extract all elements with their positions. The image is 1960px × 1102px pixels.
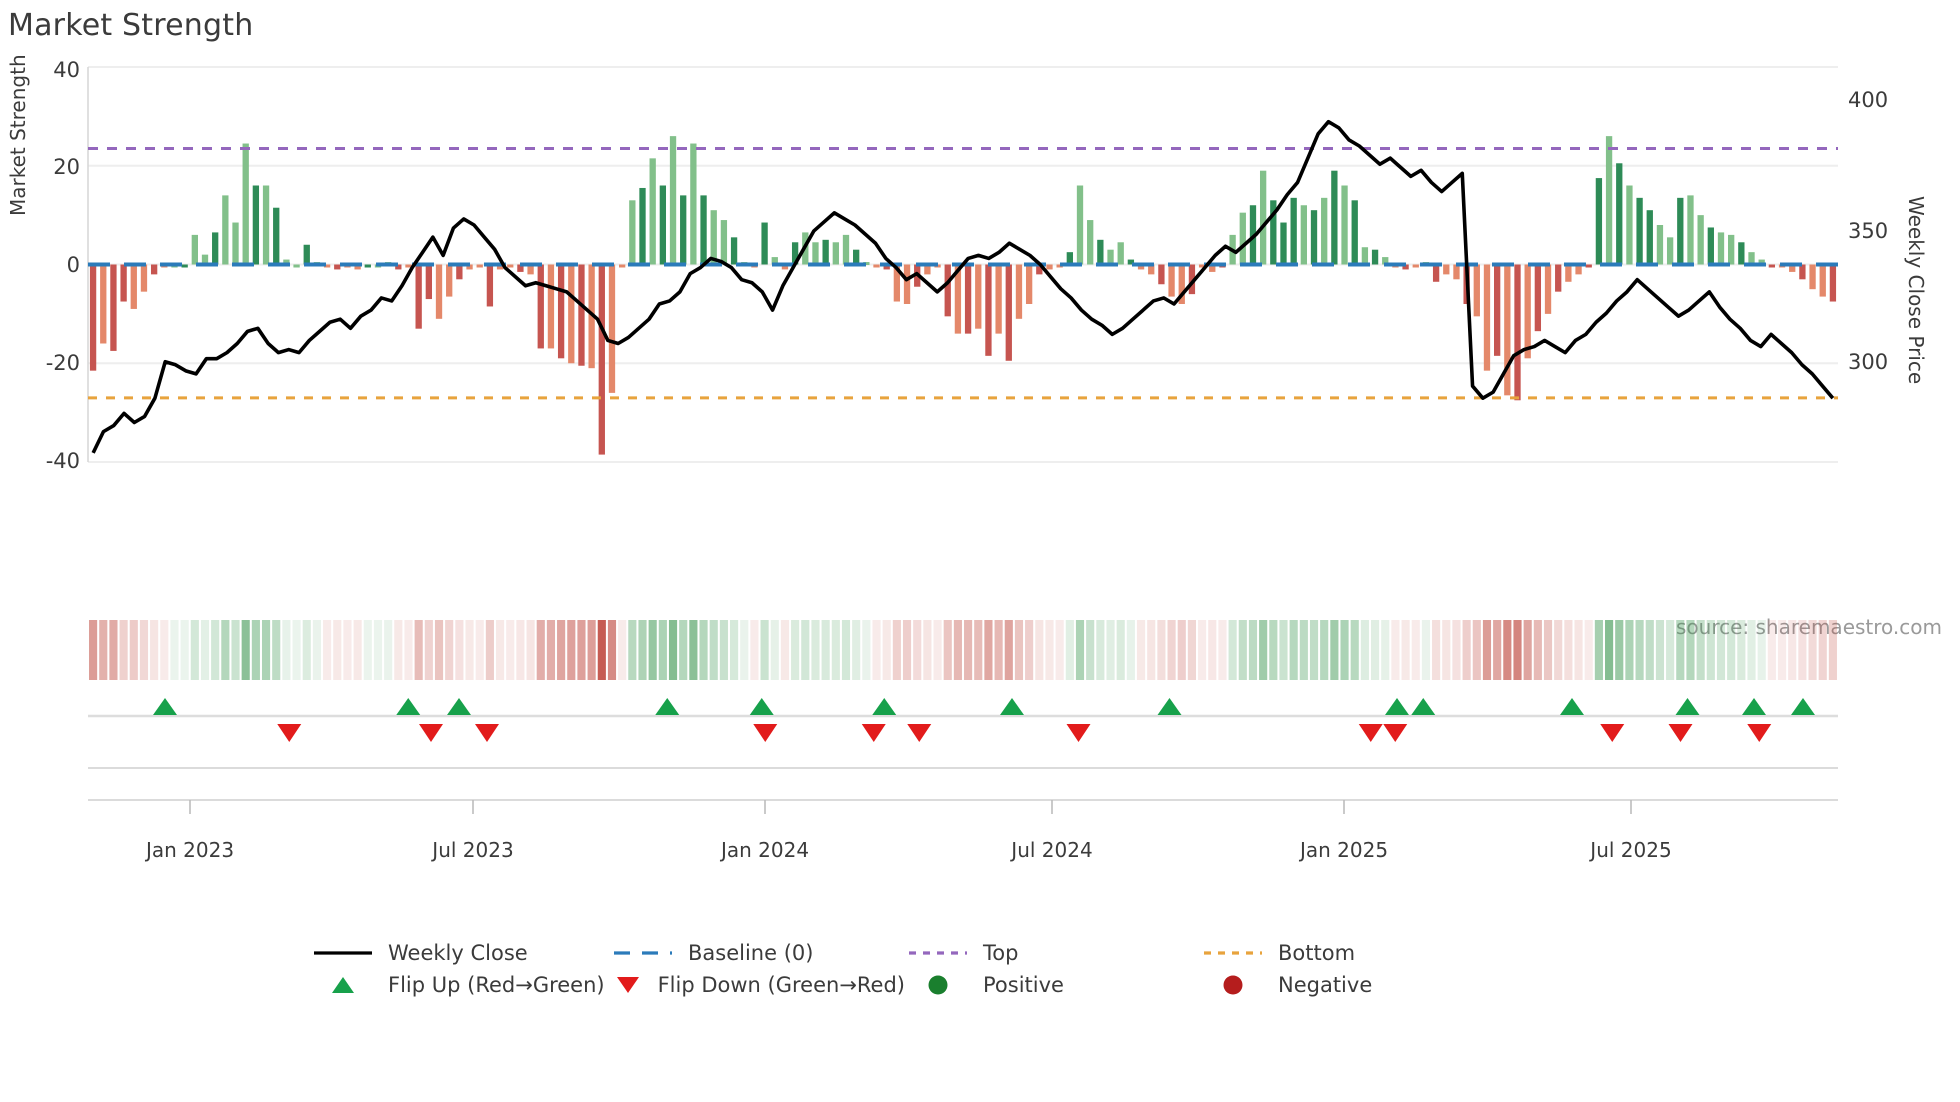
page-title: Market Strength — [8, 8, 254, 43]
legend-row-1: Weekly Close Baseline (0) Top Bottom — [310, 938, 1355, 968]
y-tick-left-40: 40 — [53, 58, 80, 82]
dashed-line-icon — [610, 946, 676, 960]
source-attribution: source: sharemaestro.com — [1676, 615, 1942, 639]
legend-label-negative: Negative — [1278, 973, 1373, 997]
legend-label-flip-down: Flip Down (Green→Red) — [657, 973, 905, 997]
x-tick-jan-2025: Jan 2025 — [1299, 838, 1389, 862]
x-tick-jan-2024: Jan 2024 — [720, 838, 810, 862]
legend-weekly-close[interactable]: Weekly Close — [310, 941, 610, 965]
y-tick-right-300: 300 — [1848, 350, 1889, 374]
negative-dot-icon — [1200, 973, 1266, 997]
y-tick-right-350: 350 — [1848, 219, 1889, 243]
bottom-axis-lines — [88, 767, 1838, 814]
legend-label-top: Top — [983, 941, 1019, 965]
solid-line-icon — [310, 946, 376, 960]
legend-label-bottom: Bottom — [1278, 941, 1356, 965]
x-tick-jul-2025: Jul 2025 — [1590, 838, 1672, 862]
legend-negative[interactable]: Negative — [1200, 973, 1372, 997]
positive-dot-icon — [905, 973, 971, 997]
dotted-line-top-icon — [905, 946, 971, 960]
x-tick-jul-2023: Jul 2023 — [432, 838, 514, 862]
legend-row-2: Flip Up (Red→Green) Flip Down (Green→Red… — [310, 970, 1372, 1000]
triangle-up-icon — [310, 974, 376, 996]
dotted-line-bottom-icon — [1200, 946, 1266, 960]
legend-label-weekly-close: Weekly Close — [388, 941, 528, 965]
x-tick-jul-2024: Jul 2024 — [1011, 838, 1093, 862]
legend-flip-down[interactable]: Flip Down (Green→Red) — [610, 973, 905, 997]
legend-baseline[interactable]: Baseline (0) — [610, 941, 905, 965]
triangle-down-icon — [610, 974, 646, 996]
y-tick-right-400: 400 — [1848, 88, 1889, 112]
legend-positive[interactable]: Positive — [905, 973, 1200, 997]
legend-label-flip-up: Flip Up (Red→Green) — [388, 973, 605, 997]
legend-top[interactable]: Top — [905, 941, 1200, 965]
legend-bottom[interactable]: Bottom — [1200, 941, 1355, 965]
flip-markers — [88, 698, 1838, 742]
legend-label-baseline: Baseline (0) — [688, 941, 814, 965]
bar-series — [89, 136, 1837, 455]
price-line-series — [91, 119, 1835, 454]
y-tick-left-n40: -40 — [45, 449, 80, 473]
legend-label-positive: Positive — [983, 973, 1064, 997]
legend-flip-up[interactable]: Flip Up (Red→Green) — [310, 973, 610, 997]
y-tick-left-n20: -20 — [45, 351, 80, 375]
x-tick-jan-2023: Jan 2023 — [145, 838, 235, 862]
y-tick-left-20: 20 — [53, 155, 80, 179]
chart-canvas — [87, 66, 1838, 814]
y-tick-left-0: 0 — [66, 253, 80, 277]
heatmap-strip — [89, 620, 1837, 680]
